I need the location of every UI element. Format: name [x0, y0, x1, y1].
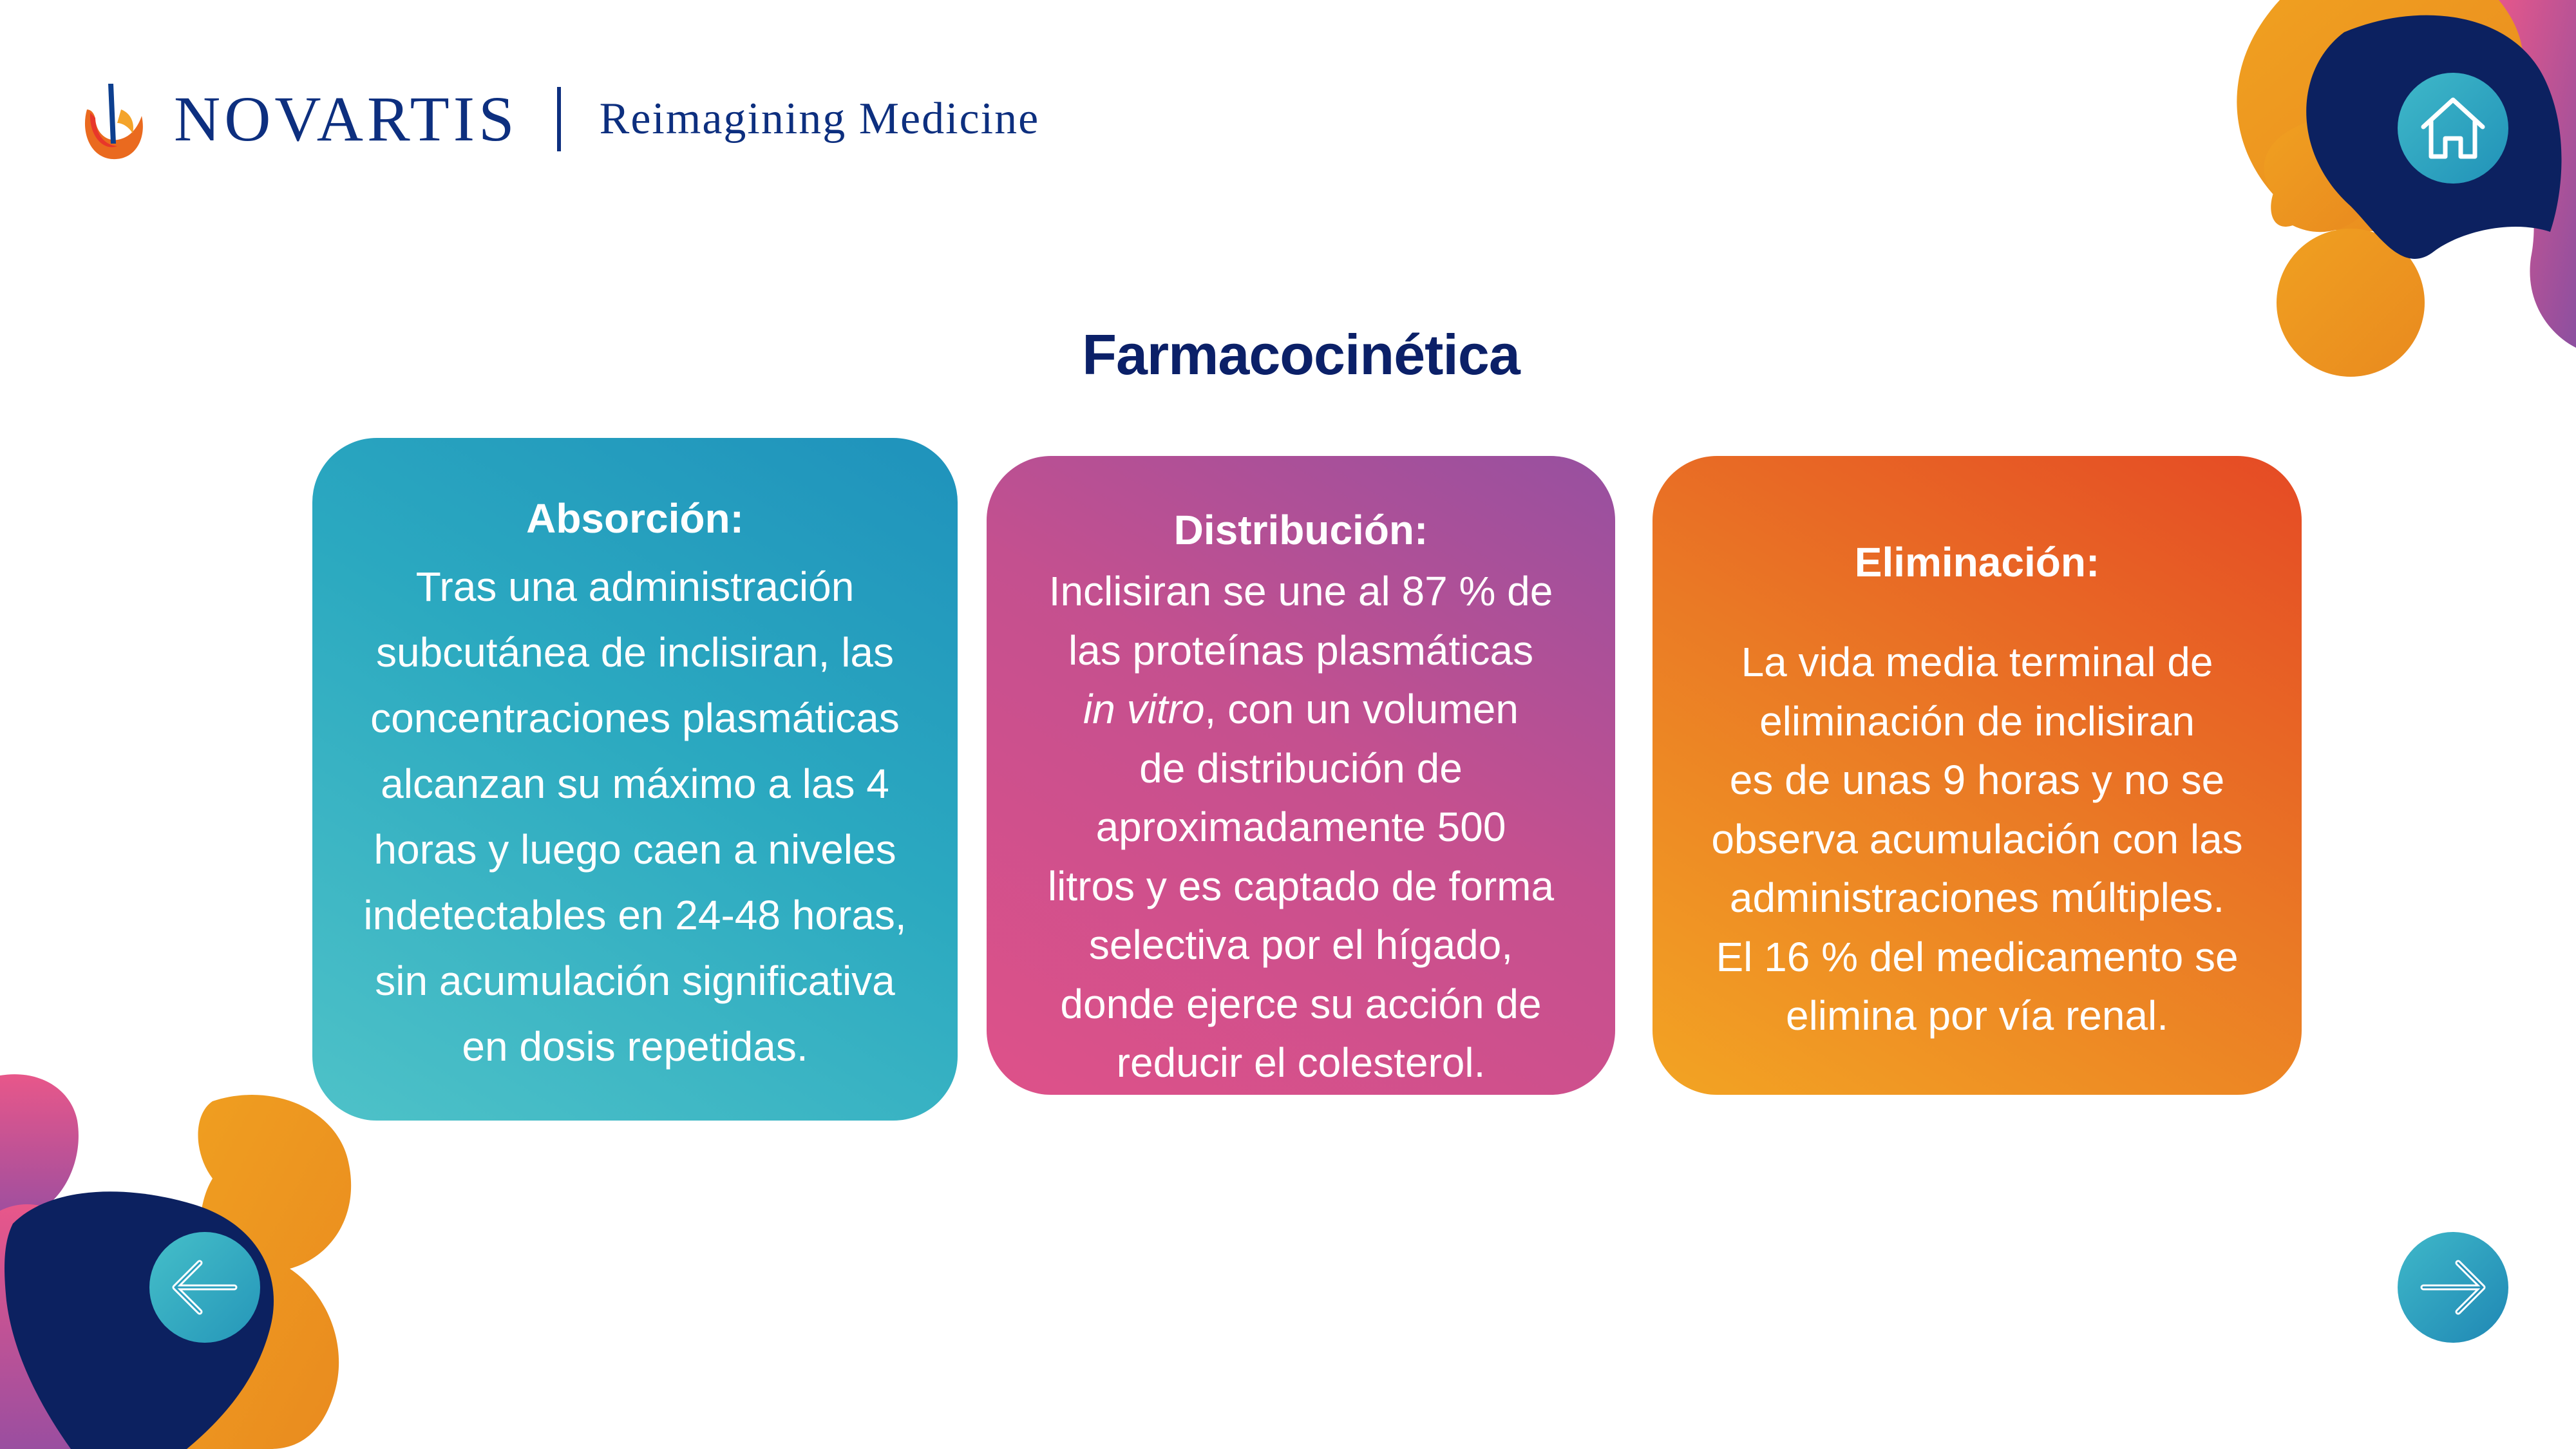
- card-distribucion-line: las proteínas plasmáticas: [1068, 627, 1534, 674]
- card-eliminacion-line: es de unas 9 horas y no se: [1729, 757, 2225, 803]
- card-distribucion-line: Inclisiran se une al 87 % de: [1048, 568, 1553, 614]
- card-absorcion-heading: Absorción:: [526, 495, 744, 542]
- card-eliminacion-line: eliminación de inclisiran: [1759, 697, 2195, 744]
- card-eliminacion-line: El 16 % del medicamento se: [1716, 933, 2239, 980]
- novartis-flame-icon: [84, 84, 143, 160]
- card-distribucion-line: selectiva por el hígado,: [1088, 922, 1513, 968]
- home-icon: [2421, 97, 2485, 159]
- card-distribucion-line: de distribución de: [1139, 744, 1463, 791]
- novartis-logo[interactable]: NOVARTIS Reimagining Medicine: [77, 74, 1039, 164]
- brand-name: NOVARTIS: [174, 83, 518, 155]
- next-button[interactable]: [2398, 1232, 2508, 1343]
- card-absorcion-line: sin acumulación significativa: [375, 958, 895, 1004]
- card-absorcion-line: concentraciones plasmáticas: [370, 695, 900, 741]
- card-distribucion-line-rest: , con un volumen: [1204, 686, 1519, 732]
- card-distribucion-line: litros y es captado de forma: [1047, 862, 1555, 909]
- home-button[interactable]: [2398, 73, 2508, 184]
- card-absorcion-line: subcutánea de inclisiran, las: [375, 629, 895, 676]
- arrow-left-icon: [172, 1260, 238, 1315]
- in-vitro-text: in vitro: [1083, 686, 1205, 732]
- top-right-blob: [2237, 0, 2576, 377]
- card-distribucion-heading: Distribución:: [1173, 507, 1428, 553]
- card-eliminacion-line: elimina por vía renal.: [1785, 992, 2169, 1039]
- card-distribucion-line: donde ejerce su acción de: [1060, 980, 1542, 1027]
- card-distribucion-line: reducir el colesterol.: [1116, 1039, 1486, 1086]
- card-eliminacion-line: administraciones múltiples.: [1729, 875, 2225, 921]
- page-title: Farmacocinética: [1082, 323, 1520, 386]
- card-eliminacion-line: observa acumulación con las: [1711, 815, 2243, 862]
- card-absorcion-line: en dosis repetidas.: [462, 1023, 808, 1070]
- card-distribucion-line: in vitro, con un volumen: [1012, 680, 1589, 739]
- card-absorcion-line: horas y luego caen a niveles: [374, 826, 896, 873]
- back-button[interactable]: [149, 1232, 260, 1343]
- card-distribucion: Distribución: Inclisiran se une al 87 % …: [987, 456, 1615, 1095]
- card-absorcion-line: alcanzan su máximo a las 4: [381, 761, 889, 807]
- card-distribucion-text: Inclisiran se une al 87 % de las proteín…: [987, 562, 1615, 1093]
- card-distribucion-line: aproximadamente 500: [1095, 804, 1506, 850]
- card-eliminacion: Eliminación: La vida media terminal de e…: [1653, 456, 2302, 1095]
- brand-divider: [556, 87, 561, 151]
- card-eliminacion-line: La vida media terminal de: [1741, 639, 2213, 685]
- card-eliminacion-text: La vida media terminal de eliminación de…: [1653, 633, 2302, 1046]
- card-absorcion-text: Tras una administración subcutánea de in…: [312, 554, 958, 1079]
- arrow-right-icon: [2420, 1260, 2486, 1315]
- card-absorcion-line: indetectables en 24-48 horas,: [363, 892, 907, 938]
- card-absorcion: Absorción: Tras una administración subcu…: [312, 438, 958, 1121]
- brand-tagline: Reimagining Medicine: [599, 94, 1040, 144]
- card-eliminacion-heading: Eliminación:: [1854, 539, 2100, 585]
- card-absorcion-line: Tras una administración: [415, 564, 855, 610]
